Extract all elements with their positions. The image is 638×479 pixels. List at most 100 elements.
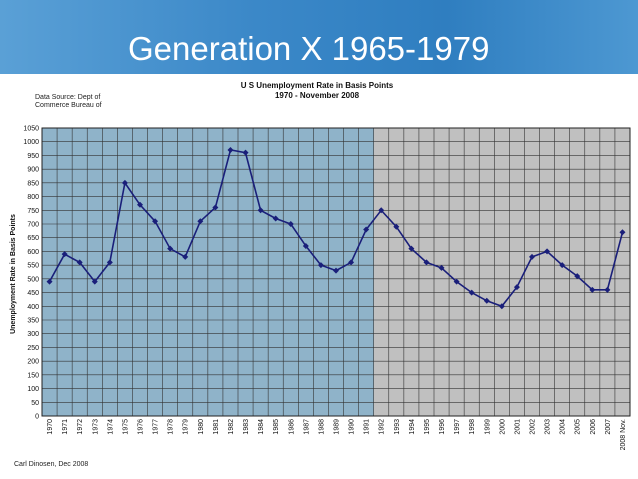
y-axis-label: Unemployment Rate in Basis Points (10, 214, 17, 334)
data-point (604, 286, 611, 293)
y-tick-label: 550 (27, 263, 39, 270)
data-point (76, 259, 83, 266)
y-tick-label: 50 (31, 400, 39, 407)
x-tick-label: 1997 (454, 419, 461, 435)
data-point (363, 226, 370, 233)
data-point (137, 201, 143, 208)
plot-area: 0 50 100 150 200 250 300 350 400 450 500 550 600 650 7… (23, 126, 631, 450)
chart-title: U S Unemployment Rate in Basis Points (241, 81, 394, 90)
plot-border (41, 127, 631, 417)
y-tick-label: 700 (27, 222, 39, 229)
slide-header: Generation X 1965-1979 (0, 0, 638, 74)
x-tick-label: 1982 (228, 419, 235, 435)
data-point (333, 267, 339, 274)
data-point (182, 253, 189, 260)
x-tick-label: 1999 (484, 419, 491, 435)
data-point (317, 262, 324, 269)
x-tick-label: 1970 (47, 419, 54, 435)
data-point (167, 245, 174, 252)
x-tick-label: 1976 (138, 419, 145, 435)
data-point (574, 273, 581, 280)
data-point (91, 278, 98, 285)
data-point (483, 297, 490, 304)
x-tick-label: 2002 (530, 419, 537, 435)
data-point (61, 251, 68, 258)
x-tick-label: 1995 (424, 419, 431, 435)
x-tick-label: 2004 (560, 419, 567, 435)
unemployment-chart: Data Source: Dept of Commerce Bureau of … (10, 81, 631, 468)
background-region (373, 128, 630, 416)
data-point (529, 253, 535, 260)
data-point (513, 284, 520, 291)
slide-title: Generation X 1965-1979 (128, 30, 490, 67)
x-tick-label: 1973 (92, 419, 99, 435)
data-point (619, 229, 626, 236)
x-tick-label: 1971 (62, 419, 69, 435)
x-tick-label: 1989 (334, 419, 341, 435)
y-tick-label: 800 (27, 194, 39, 201)
data-point (302, 242, 309, 249)
data-point (242, 149, 249, 156)
x-tick-label: 1996 (439, 419, 446, 435)
y-tick-label: 1000 (23, 139, 39, 146)
y-tick-label: 600 (27, 249, 39, 256)
x-tick-label: 1980 (198, 419, 205, 435)
x-tick-label: 1979 (183, 419, 190, 435)
data-point (438, 264, 445, 271)
x-tick-label: 2008 Nov. (620, 419, 627, 450)
y-tick-label: 900 (27, 167, 39, 174)
data-point (378, 207, 385, 214)
source-note-line2: Commerce Bureau of (35, 102, 102, 109)
y-tick-label: 650 (27, 235, 39, 242)
data-point (468, 289, 475, 296)
x-tick-label: 1992 (379, 419, 386, 435)
data-point (559, 262, 566, 269)
data-point (348, 259, 355, 266)
y-tick-label: 500 (27, 276, 39, 283)
x-tick-label: 1998 (469, 419, 476, 435)
x-tick-label: 1977 (153, 419, 160, 435)
x-tick-label: 1985 (273, 419, 280, 435)
x-tick-label: 1987 (303, 419, 310, 435)
y-tick-label: 350 (27, 318, 39, 325)
x-tick-label: 1994 (409, 419, 416, 435)
x-tick-label: 1991 (364, 419, 371, 435)
chart-subtitle: 1970 - November 2008 (275, 91, 360, 100)
data-point (423, 259, 430, 266)
x-tick-label: 2001 (514, 419, 521, 435)
y-tick-label: 200 (27, 359, 39, 366)
y-tick-label: 0 (35, 414, 39, 421)
x-tick-label: 1981 (213, 419, 220, 435)
x-tick-label: 1988 (318, 419, 325, 435)
data-point (408, 245, 415, 252)
y-tick-label: 750 (27, 208, 39, 215)
data-point (257, 207, 264, 214)
y-tick-label: 300 (27, 331, 39, 338)
data-point (272, 215, 279, 222)
data-point (46, 278, 53, 285)
data-point (152, 218, 159, 225)
x-tick-label: 1978 (168, 419, 175, 435)
y-tick-label: 850 (27, 180, 39, 187)
data-point (287, 221, 294, 227)
data-point (121, 179, 128, 186)
y-tick-label: 950 (27, 153, 39, 160)
data-point (589, 286, 596, 293)
y-tick-label: 100 (27, 386, 39, 393)
data-point (106, 259, 113, 266)
x-tick-label: 2000 (499, 419, 506, 435)
data-point (227, 146, 234, 153)
data-point (212, 204, 219, 211)
source-note-line1: Data Source: Dept of (35, 94, 100, 101)
y-tick-label: 250 (27, 345, 39, 352)
y-tick-label: 450 (27, 290, 39, 297)
x-tick-label: 1984 (258, 419, 265, 435)
x-tick-label: 1975 (122, 419, 129, 435)
credit-note: Carl Dinosen, Dec 2008 (14, 461, 88, 468)
x-tick-label: 2005 (575, 419, 582, 435)
x-tick-label: 1993 (394, 419, 401, 435)
data-point (197, 218, 204, 225)
x-tick-label: 2007 (605, 419, 612, 435)
x-tick-label: 1990 (349, 419, 356, 435)
x-tick-label: 2003 (545, 419, 552, 435)
